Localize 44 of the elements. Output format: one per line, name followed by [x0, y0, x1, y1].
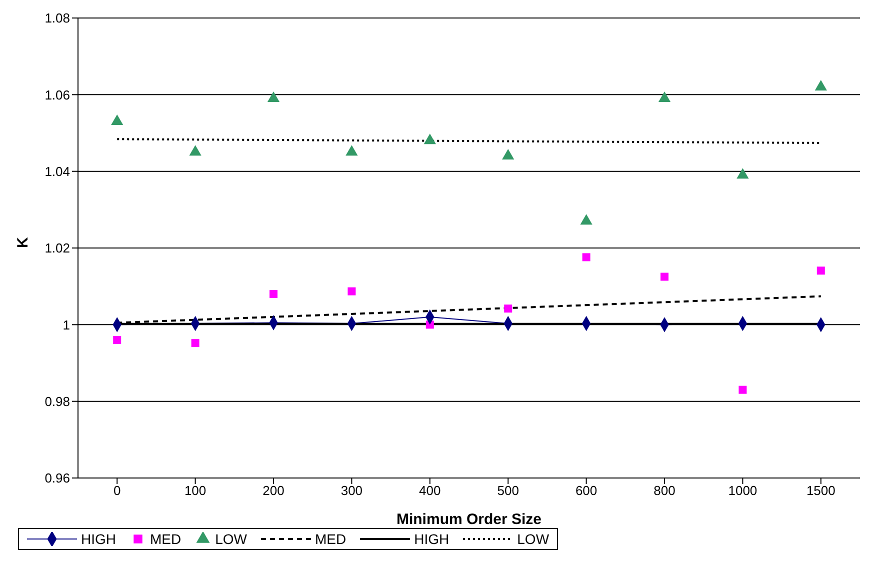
point — [736, 168, 749, 179]
legend-label: HIGH — [414, 531, 450, 547]
point — [816, 266, 825, 275]
point — [660, 272, 668, 281]
x-tick-label: 800 — [654, 483, 676, 498]
y-tick-label: 0.98 — [44, 394, 70, 409]
y-axis-title: K — [14, 237, 32, 248]
point — [111, 114, 124, 126]
point — [189, 145, 202, 156]
x-tick-label: 0 — [113, 483, 121, 498]
x-tick-label: 1000 — [728, 483, 758, 498]
point — [504, 304, 512, 313]
point — [191, 339, 200, 348]
point — [113, 336, 122, 344]
y-tick-label: 1.04 — [44, 164, 70, 179]
y-tick-label: 0.96 — [44, 470, 70, 486]
x-tick-label: 600 — [575, 483, 598, 498]
point — [348, 287, 356, 296]
point — [424, 134, 436, 144]
point — [738, 386, 747, 394]
y-tick-label: 1.06 — [44, 87, 70, 102]
x-tick-label: 1500 — [806, 483, 836, 498]
point — [658, 91, 671, 102]
y-tick-label: 1.02 — [44, 240, 70, 256]
legend-label: LOW — [215, 531, 248, 547]
x-axis-title: Minimum Order Size — [396, 511, 542, 528]
point — [270, 290, 278, 298]
x-tick-label: 100 — [184, 483, 206, 498]
point — [582, 253, 590, 262]
legend-label: MED — [150, 531, 182, 547]
x-tick-label: 200 — [262, 483, 284, 498]
x-tick-label: 500 — [497, 483, 519, 498]
point — [814, 80, 827, 91]
x-tick-label: 300 — [340, 483, 363, 498]
legend-label: MED — [315, 531, 346, 547]
y-tick-label: 1.08 — [44, 10, 70, 26]
x-tick-label: 400 — [419, 483, 441, 498]
point — [346, 145, 358, 156]
legend-label: HIGH — [81, 531, 116, 547]
y-tick-label: 1 — [62, 317, 70, 332]
point — [502, 148, 514, 160]
point — [267, 91, 280, 102]
point — [580, 214, 592, 225]
legend-label: LOW — [517, 531, 550, 547]
